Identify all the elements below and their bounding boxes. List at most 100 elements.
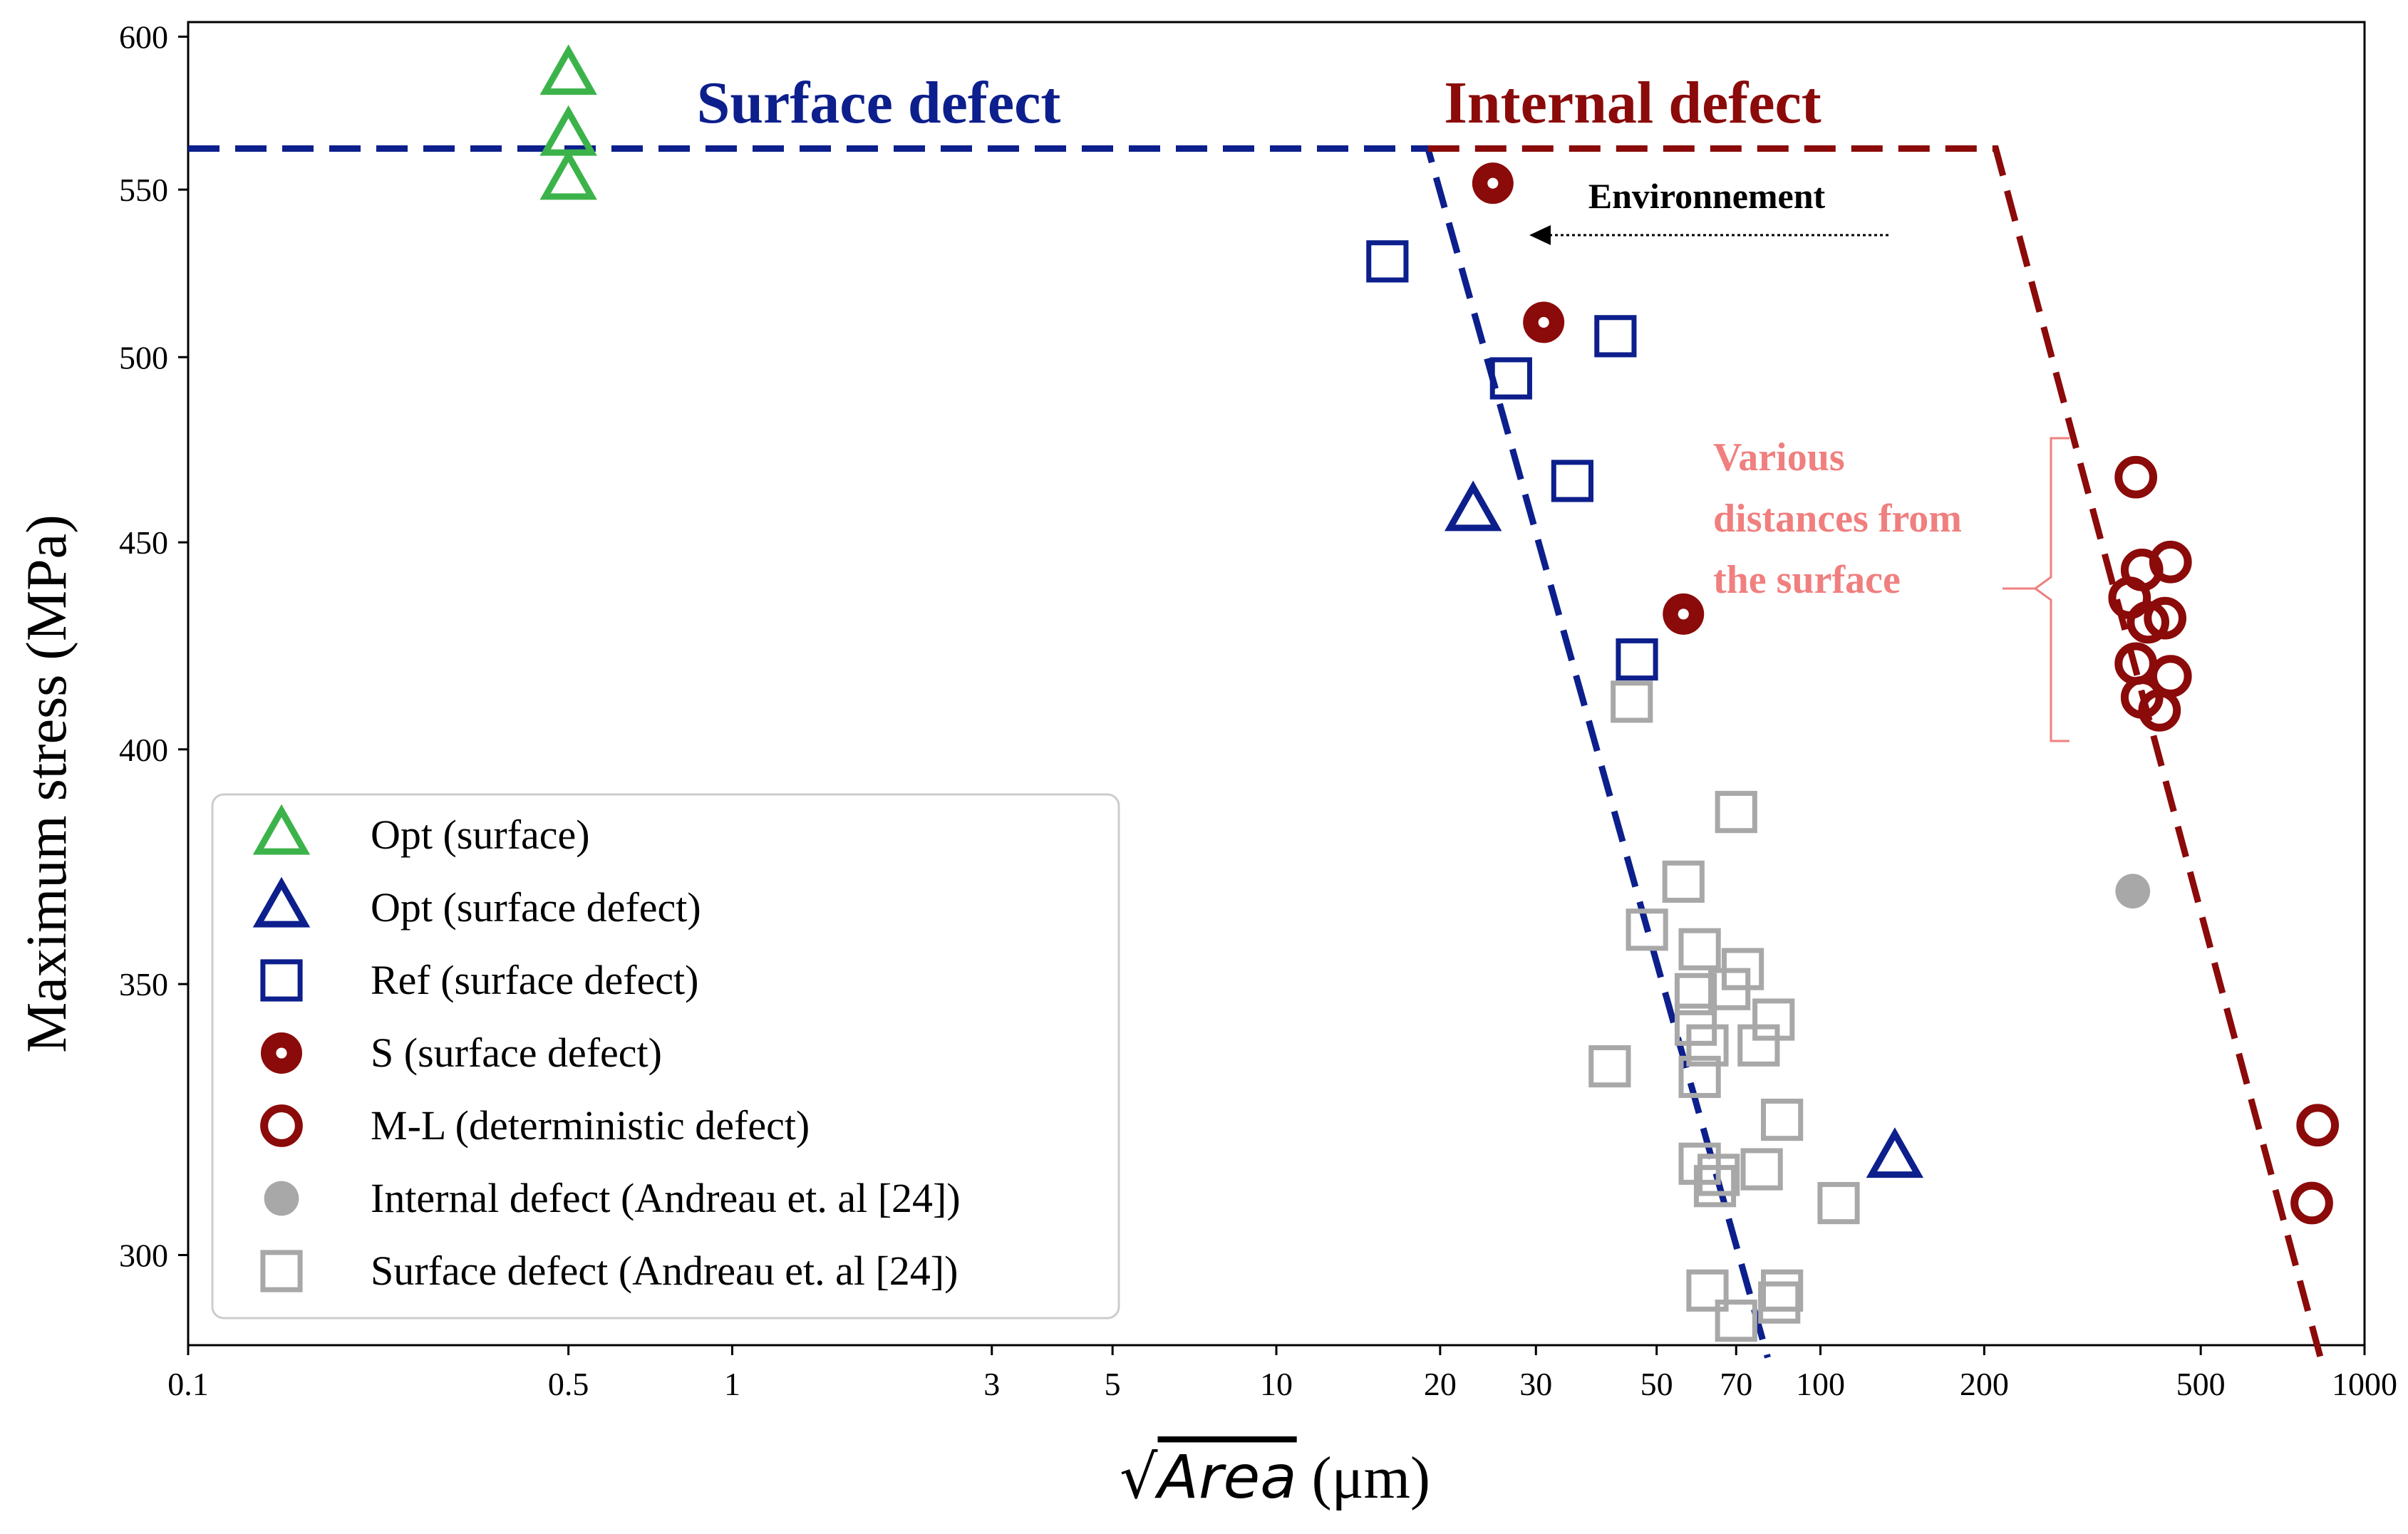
data-point	[1715, 1300, 1757, 1342]
data-point	[2290, 1181, 2333, 1225]
data-point	[2144, 596, 2187, 640]
x-tick-label: 20	[1424, 1366, 1457, 1402]
data-point	[1740, 1148, 1783, 1191]
boundary-line	[1427, 145, 2324, 1359]
data-point	[1678, 928, 1721, 970]
data-point	[1693, 1165, 1737, 1208]
data-point	[539, 44, 597, 95]
data-point	[539, 149, 597, 200]
data-point	[1663, 593, 1705, 635]
data-point	[1489, 357, 1532, 400]
data-point	[2114, 455, 2158, 499]
marker-center-dot	[276, 1047, 287, 1059]
y-axis-label: Maximum stress (MPa)	[16, 514, 78, 1053]
y-tick-label: 550	[119, 172, 168, 208]
data-point	[1752, 998, 1795, 1041]
x-axis-label-variable: Area	[1154, 1442, 1297, 1512]
x-tick-label: 3	[983, 1366, 1000, 1402]
legend-label: Opt (surface)	[371, 812, 590, 858]
x-tick-label: 1000	[2332, 1366, 2397, 1402]
x-tick-label: 0.5	[548, 1366, 589, 1402]
data-point	[1761, 1269, 1804, 1312]
data-point	[2296, 1104, 2340, 1147]
annotation-various-distances-line: distances from	[1713, 497, 1962, 541]
x-axis-label-radical: √	[1120, 1442, 1158, 1512]
marker-center-dot	[1538, 316, 1549, 328]
x-tick-label: 100	[1796, 1366, 1845, 1402]
legend-label: S (surface defect)	[371, 1030, 662, 1076]
data-point	[1523, 301, 1565, 343]
x-axis-label: √Area (μm)	[1120, 1442, 1430, 1512]
data-point	[1761, 1098, 1804, 1141]
annotation-surface-defect: Surface defect	[697, 70, 1061, 136]
x-tick-label: 5	[1105, 1366, 1121, 1402]
data-point	[1551, 460, 1593, 502]
y-tick-label: 450	[119, 524, 168, 561]
annotation-various-distances-line: the surface	[1713, 558, 1901, 602]
legend-marker	[261, 1032, 302, 1074]
y-tick-label: 350	[119, 966, 168, 1002]
legend	[211, 793, 1120, 1320]
legend-box	[211, 793, 1120, 1320]
legend-label: Internal defect (Andreau et. al [24])	[371, 1175, 961, 1221]
data-point	[1444, 480, 1502, 532]
data-point	[1715, 791, 1757, 834]
y-tick-label: 600	[119, 19, 168, 55]
data-point	[1758, 1281, 1801, 1324]
series-0	[539, 44, 597, 200]
x-tick-label: 30	[1519, 1366, 1552, 1402]
y-tick-label: 300	[119, 1237, 168, 1273]
data-point	[2149, 540, 2192, 584]
data-point	[1686, 1024, 1729, 1067]
series-3	[1472, 162, 1705, 635]
x-tick-label: 200	[1960, 1366, 2009, 1402]
legend-marker	[252, 804, 311, 855]
data-point	[1737, 1024, 1780, 1067]
annotation-environnement: Environnement	[1588, 176, 1826, 216]
legend-marker	[260, 1104, 303, 1147]
data-point	[1866, 1127, 1924, 1178]
legend-marker	[252, 876, 311, 928]
data-point	[2138, 688, 2181, 732]
legend-label: Ref (surface defect)	[371, 957, 698, 1003]
annotation-various-distances-line: Various	[1713, 435, 1845, 480]
data-point	[2127, 601, 2170, 644]
marker-center-dot	[1487, 177, 1499, 189]
data-point	[1611, 680, 1653, 723]
environnement-arrowhead-icon	[1529, 225, 1551, 245]
data-point	[1662, 860, 1705, 903]
y-tick-label: 500	[119, 339, 168, 375]
x-tick-label: 500	[2176, 1366, 2226, 1402]
series-6	[1588, 680, 1860, 1342]
data-point	[1817, 1181, 1860, 1225]
legend-label: M-L (deterministic defect)	[371, 1102, 810, 1149]
data-point	[1588, 1045, 1631, 1088]
series-2	[1366, 240, 1658, 681]
data-point	[1626, 908, 1668, 951]
data-point	[1678, 1055, 1721, 1099]
curly-brace-icon	[2003, 437, 2069, 742]
legend-label: Opt (surface defect)	[371, 884, 701, 931]
plot-area: 0.1 0.5 1 3 5 10 20 30 50 70 100 200 500 1000 300 350 40…	[16, 19, 2397, 1512]
y-tick-label: 400	[119, 732, 168, 768]
data-point	[1708, 968, 1751, 1010]
legend-marker	[260, 959, 303, 1002]
data-point	[1686, 1269, 1729, 1312]
data-point	[2115, 874, 2151, 909]
data-point	[1366, 240, 1409, 283]
data-point	[1472, 162, 1514, 204]
data-point	[1674, 973, 1717, 1015]
x-tick-label: 10	[1260, 1366, 1293, 1402]
x-axis-label-unit: (μm)	[1297, 1445, 1430, 1511]
series-1	[1444, 480, 1924, 1178]
legend-marker	[264, 1181, 299, 1216]
annotation-internal-defect: Internal defect	[1444, 70, 1821, 136]
x-tick-label: 1	[724, 1366, 740, 1402]
legend-marker	[260, 1250, 303, 1292]
data-point	[1698, 1154, 1740, 1196]
x-tick-label: 50	[1640, 1366, 1673, 1402]
marker-center-dot	[1678, 608, 1689, 620]
x-tick-label: 0.1	[167, 1366, 209, 1402]
x-tick-label: 70	[1720, 1366, 1752, 1402]
